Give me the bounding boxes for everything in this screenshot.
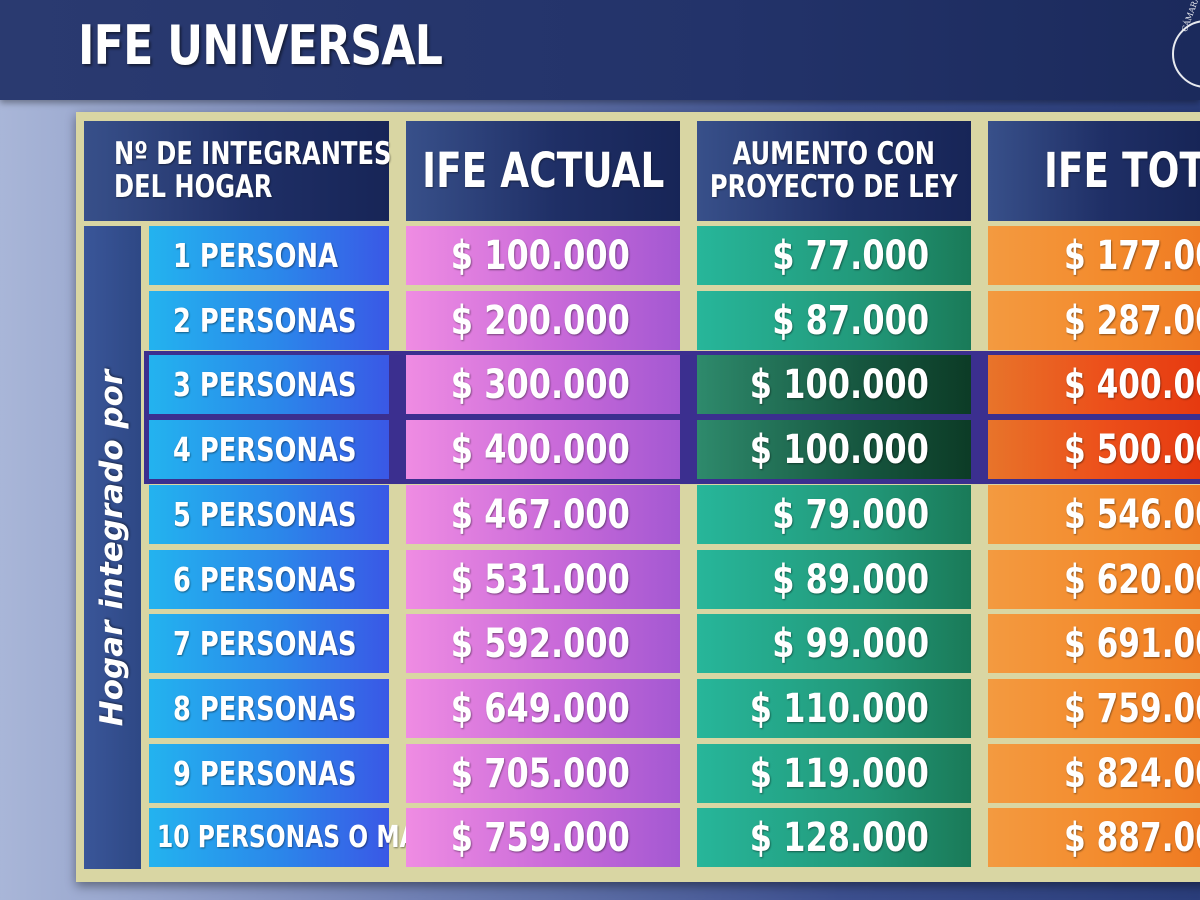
cell-ife-actual-value: $ 592.000 (450, 620, 630, 667)
row-label: 6 PERSONAS (149, 550, 389, 609)
cell-ife-total: $ 691.000 (988, 614, 1200, 673)
cell-ife-actual: $ 200.000 (406, 291, 680, 350)
cell-ife-total: $ 500.000 (988, 420, 1200, 479)
cell-aumento: $ 119.000 (697, 744, 971, 803)
cell-ife-actual-value: $ 300.000 (450, 361, 630, 408)
row-label: 7 PERSONAS (149, 614, 389, 673)
row-label-text: 2 PERSONAS (173, 301, 357, 340)
cell-ife-total-value: $ 887.000 (1064, 814, 1200, 861)
cell-aumento: $ 110.000 (697, 679, 971, 738)
col-header-ife-actual: IFE ACTUAL (406, 121, 680, 221)
col-header-aumento-line2: PROYECTO DE LEY (710, 169, 958, 205)
cell-ife-total-value: $ 287.000 (1064, 297, 1200, 344)
cell-ife-actual-value: $ 531.000 (450, 556, 630, 603)
cell-ife-actual: $ 400.000 (406, 420, 680, 479)
cell-ife-total-value: $ 500.000 (1064, 426, 1200, 473)
cell-ife-total-value: $ 691.000 (1064, 620, 1200, 667)
side-label: Hogar integrado por (94, 369, 131, 726)
row-label-text: 5 PERSONAS (173, 495, 357, 534)
cell-aumento: $ 87.000 (697, 291, 971, 350)
header-bar: IFE UNIVERSAL CÁMARA DE D (0, 0, 1200, 100)
row-label-text: 6 PERSONAS (173, 560, 357, 599)
row-label: 3 PERSONAS (149, 355, 389, 414)
cell-aumento-value: $ 77.000 (772, 232, 929, 279)
row-label: 10 PERSONAS O MÁS (149, 808, 435, 867)
cell-aumento-value: $ 128.000 (749, 814, 929, 861)
col-header-aumento-line1: AUMENTO CON (732, 136, 936, 172)
cell-aumento-value: $ 89.000 (772, 556, 929, 603)
camara-seal-icon: CÁMARA DE D (1172, 0, 1200, 88)
cell-aumento: $ 89.000 (697, 550, 971, 609)
cell-aumento: $ 77.000 (697, 226, 971, 285)
cell-ife-total-value: $ 620.000 (1064, 556, 1200, 603)
cell-aumento-value: $ 87.000 (772, 297, 929, 344)
row-label: 8 PERSONAS (149, 679, 389, 738)
cell-ife-actual-value: $ 467.000 (450, 491, 630, 538)
cell-ife-actual: $ 705.000 (406, 744, 680, 803)
cell-ife-total-value: $ 546.000 (1064, 491, 1200, 538)
cell-ife-total-value: $ 759.000 (1064, 685, 1200, 732)
col-header-integrantes-line2: DEL HOGAR (114, 169, 273, 205)
cell-ife-actual-value: $ 759.000 (450, 814, 630, 861)
cell-ife-total: $ 824.000 (988, 744, 1200, 803)
cell-ife-actual-value: $ 705.000 (450, 750, 630, 797)
cell-ife-actual: $ 531.000 (406, 550, 680, 609)
cell-ife-actual-value: $ 200.000 (450, 297, 630, 344)
row-label: 5 PERSONAS (149, 485, 389, 544)
row-label-text: 9 PERSONAS (173, 754, 357, 793)
col-header-ife-total-label: IFE TOTAL (1044, 143, 1200, 199)
cell-aumento: $ 128.000 (697, 808, 971, 867)
cell-ife-actual-value: $ 400.000 (450, 426, 630, 473)
cell-ife-total: $ 887.000 (988, 808, 1200, 867)
row-label-text: 7 PERSONAS (173, 624, 357, 663)
col-header-ife-total: IFE TOTAL (988, 121, 1200, 221)
cell-ife-actual: $ 592.000 (406, 614, 680, 673)
row-label-text: 10 PERSONAS O MÁS (157, 820, 435, 855)
row-label: 9 PERSONAS (149, 744, 389, 803)
cell-ife-total: $ 400.000 (988, 355, 1200, 414)
row-label: 4 PERSONAS (149, 420, 389, 479)
row-label: 2 PERSONAS (149, 291, 389, 350)
cell-ife-actual-value: $ 649.000 (450, 685, 630, 732)
row-label-text: 1 PERSONA (173, 236, 339, 275)
cell-aumento-value: $ 100.000 (749, 426, 929, 473)
cell-ife-total: $ 287.000 (988, 291, 1200, 350)
cell-ife-actual: $ 300.000 (406, 355, 680, 414)
cell-ife-actual: $ 100.000 (406, 226, 680, 285)
cell-aumento-value: $ 110.000 (749, 685, 929, 732)
cell-aumento: $ 100.000 (697, 355, 971, 414)
col-header-ife-actual-label: IFE ACTUAL (421, 143, 665, 199)
cell-ife-actual: $ 759.000 (406, 808, 680, 867)
row-label-text: 8 PERSONAS (173, 689, 357, 728)
cell-ife-total: $ 546.000 (988, 485, 1200, 544)
cell-aumento-value: $ 119.000 (749, 750, 929, 797)
cell-aumento: $ 79.000 (697, 485, 971, 544)
cell-aumento-value: $ 79.000 (772, 491, 929, 538)
side-label-box: Hogar integrado por (84, 226, 141, 869)
cell-ife-total: $ 759.000 (988, 679, 1200, 738)
cell-ife-total: $ 620.000 (988, 550, 1200, 609)
row-label: 1 PERSONA (149, 226, 389, 285)
col-header-integrantes-line1: Nº DE INTEGRANTES (114, 136, 392, 172)
cell-aumento-value: $ 99.000 (772, 620, 929, 667)
cell-ife-total: $ 177.000 (988, 226, 1200, 285)
cell-ife-actual-value: $ 100.000 (450, 232, 630, 279)
col-header-integrantes: Nº DE INTEGRANTES DEL HOGAR (84, 121, 392, 221)
cell-aumento-value: $ 100.000 (749, 361, 929, 408)
cell-aumento: $ 99.000 (697, 614, 971, 673)
cell-ife-total-value: $ 824.000 (1064, 750, 1200, 797)
page-title: IFE UNIVERSAL (78, 14, 443, 77)
cell-ife-actual: $ 649.000 (406, 679, 680, 738)
row-label-text: 4 PERSONAS (173, 430, 357, 469)
cell-aumento: $ 100.000 (697, 420, 971, 479)
cell-ife-total-value: $ 177.000 (1064, 232, 1200, 279)
col-header-aumento: AUMENTO CON PROYECTO DE LEY (697, 121, 971, 221)
cell-ife-actual: $ 467.000 (406, 485, 680, 544)
cell-ife-total-value: $ 400.000 (1064, 361, 1200, 408)
row-label-text: 3 PERSONAS (173, 365, 357, 404)
